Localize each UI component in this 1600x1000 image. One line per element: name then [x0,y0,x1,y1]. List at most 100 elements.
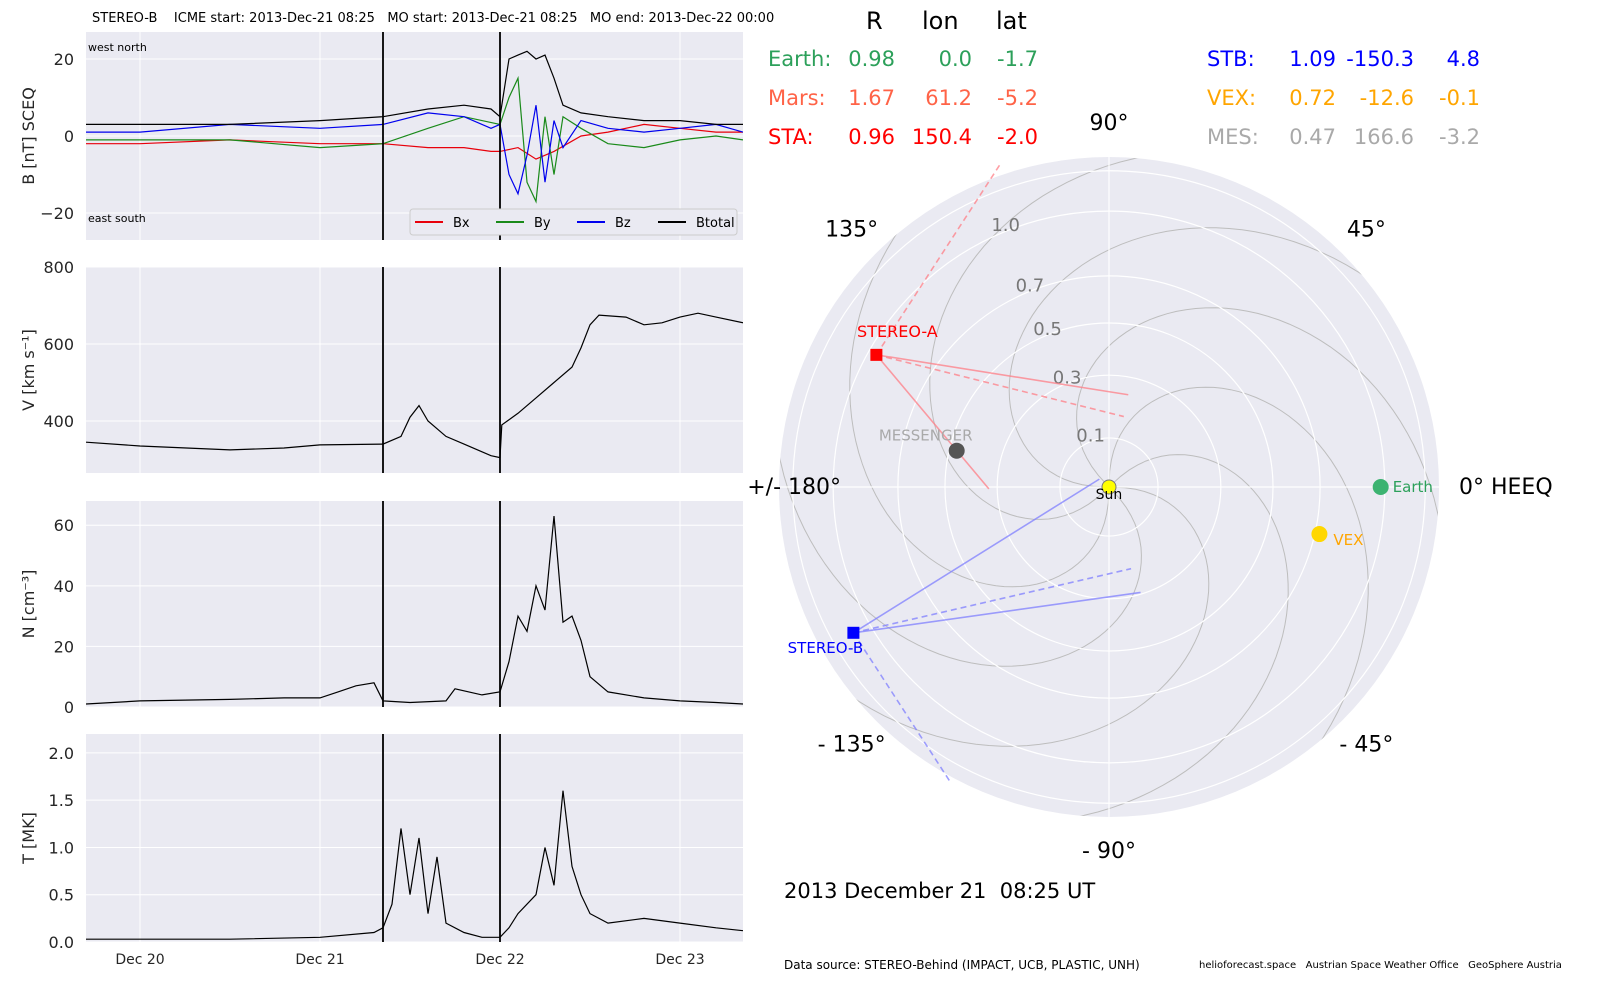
plot-background [86,501,743,707]
marker-stereo-a [870,348,883,361]
r-tick-label: 0.5 [1033,319,1062,340]
polar-plot: 0.1 0.3 0.5 0.7 1.0 0° HEEQ 45° 90° 135° +/- 180°… [747,111,1552,864]
stb-fov-line [852,478,1100,634]
y-tick-label: 800 [43,258,74,277]
y-tick-label: 2.0 [49,744,74,763]
table-lat-earth: -1.7 [997,47,1038,71]
y-tick-label: 400 [43,412,74,431]
temperature-panel: 2.0 1.5 1.0 0.5 0.0 T [MK] Dec 20 Dec 21 Dec 22 D… [19,734,743,968]
table-name-sta: STA: [768,125,814,149]
speed-panel: 800 600 400 V [km s⁻¹] [19,258,743,473]
spiral-line [1076,307,1439,557]
spiral-line [822,486,1210,747]
stb-fov-line [853,591,1141,634]
marker-messenger [948,442,965,459]
table-r-mes: 0.47 [1289,125,1336,149]
stb-fov-line [853,567,1132,634]
spiral-line [1039,454,1289,817]
y-axis-label: T [MK] [19,812,38,865]
plot-background [86,734,743,942]
table-lon-mes: 166.6 [1353,125,1414,149]
marker-earth [1372,479,1389,495]
legend-label-bx: Bx [453,216,470,231]
spiral-line [849,200,1110,588]
table-lat-sta: -2.0 [997,125,1038,149]
label-stereo-a: STEREO-A [857,322,938,341]
x-tick-label: Dec 22 [475,952,524,968]
label-sun: Sun [1096,487,1123,503]
angle-label: 135° [825,218,878,243]
sta-fov-line [875,161,1003,356]
y-axis-label: B [nT] SCEQ [19,87,38,185]
legend-frame [409,208,738,236]
instrument-fov-lines [852,161,1141,785]
y-tick-label: 20 [54,637,74,656]
y-tick-label: 20 [54,50,74,69]
legend-label-bz: Bz [615,216,631,231]
x-tick-label: Dec 20 [115,952,164,968]
y-tick-label: 0.0 [49,933,74,952]
plot-background [86,267,743,473]
series-btotal [86,50,743,125]
x-tick-label: Dec 23 [655,952,704,968]
sta-fov-line [876,354,1129,396]
corner-label-top: west north [88,41,147,54]
series-t [86,790,743,940]
table-lat-stb: 4.8 [1446,47,1480,71]
series-bz [86,105,743,196]
y-tick-label: 0 [64,127,74,146]
col-header-r: R [866,7,883,35]
table-lat-mes: -3.2 [1439,125,1480,149]
r-tick-label: 0.7 [1016,275,1045,296]
angle-label: - 45° [1339,732,1393,757]
header-text: STEREO-B ICME start: 2013-Dec-21 08:25 M… [92,11,775,26]
angle-label: 0° HEEQ [1459,475,1553,500]
table-name-mars: Mars: [768,86,826,110]
y-tick-label: 0.5 [49,886,74,905]
col-header-lat: lat [996,7,1027,35]
marker-stereo-b [847,626,860,639]
spiral-line [1108,386,1369,774]
sta-fov-line [876,354,1125,418]
angle-label: +/- 180° [747,475,841,500]
legend: Bx By Bz Btotal [409,208,738,236]
x-tick-label: Dec 21 [295,952,344,968]
angle-label: - 90° [1082,839,1136,864]
r-tick-label: 0.1 [1076,426,1105,447]
angle-label: 45° [1347,218,1386,243]
y-tick-label: 1.0 [49,838,74,857]
table-lon-vex: -12.6 [1359,86,1414,110]
table-lon-mars: 61.2 [925,86,972,110]
y-tick-label: 600 [43,335,74,354]
marker-sun [1101,479,1117,495]
y-tick-label: −20 [40,204,74,223]
y-tick-label: 0 [64,698,74,717]
table-name-mes: MES: [1207,125,1259,149]
table-r-stb: 1.09 [1289,47,1336,71]
series-by [86,75,743,204]
stb-fov-line [852,632,953,785]
table-r-vex: 0.72 [1289,86,1336,110]
col-header-lon: lon [922,7,959,35]
date-label: 2013 December 21 08:25 UT [784,879,1096,903]
table-lon-earth: 0.0 [938,47,972,71]
table-r-earth: 0.98 [848,47,895,71]
y-tick-label: 60 [54,516,74,535]
table-lat-vex: -0.1 [1439,86,1480,110]
spiral-line [929,157,1179,520]
label-messenger: MESSENGER [879,427,973,445]
r-tick-label: 1.0 [991,215,1020,236]
table-lon-sta: 150.4 [911,125,972,149]
y-axis-label: V [km s⁻¹] [19,329,38,411]
y-tick-label: 1.5 [49,791,74,810]
sta-fov-line [875,354,990,490]
y-axis-label: N [cm⁻³] [19,570,38,639]
table-lat-mars: -5.2 [997,86,1038,110]
label-earth: Earth [1393,478,1433,496]
legend-label-by: By [534,216,551,231]
legend-label-btotal: Btotal [696,216,735,231]
r-tick-label: 0.3 [1053,367,1082,388]
table-r-mars: 1.67 [848,86,895,110]
angle-label: 90° [1090,111,1129,136]
